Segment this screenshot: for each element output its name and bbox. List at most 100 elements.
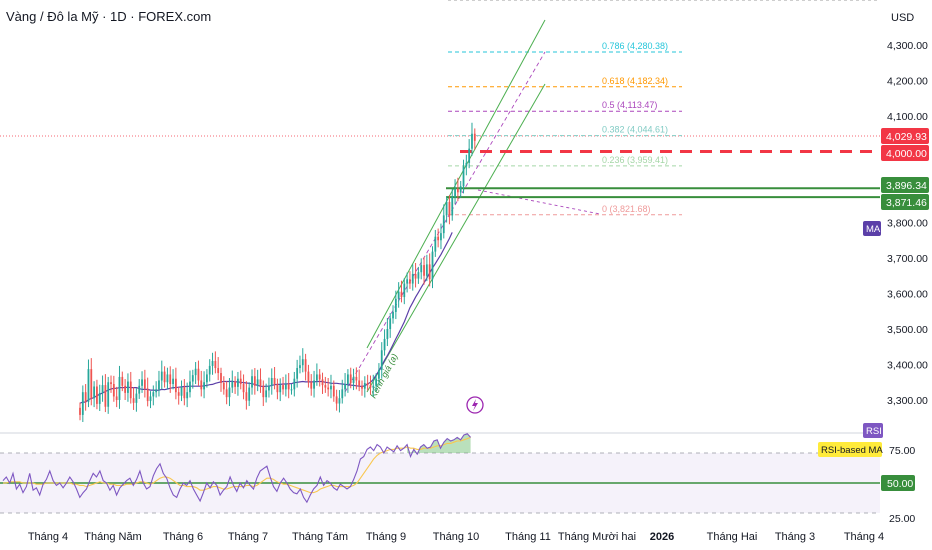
time-tick-label[interactable]: Tháng 3 xyxy=(775,531,815,543)
time-tick-label[interactable]: 2026 xyxy=(650,531,674,543)
price-tag xyxy=(881,194,929,210)
candle-body xyxy=(344,384,346,390)
rsi-badge[interactable] xyxy=(863,423,883,438)
lightning-glyph xyxy=(472,399,478,411)
candle-body xyxy=(355,376,358,381)
candle-body xyxy=(81,392,84,415)
candle-body xyxy=(90,369,93,399)
rsi-ma-line xyxy=(3,436,471,494)
rsi-tick-label: 75.00 xyxy=(889,445,915,457)
channel-label: Kênh giá (a) xyxy=(368,352,400,400)
candle-body xyxy=(397,291,400,299)
candle-body xyxy=(163,371,166,383)
candle-body xyxy=(279,385,282,393)
time-tick-label[interactable]: Tháng Tám xyxy=(292,531,348,543)
time-tick-label[interactable]: Tháng 9 xyxy=(366,531,406,543)
fibonacci-levels[interactable]: 0.786 (4,280.38) 0.618 (4,182.34) 0.5 (4,1… xyxy=(448,41,682,216)
fib-level-label: 0.618 (4,182.34) xyxy=(602,76,668,86)
candle-body xyxy=(369,385,372,388)
time-axis[interactable]: Tháng 4 Tháng Năm Tháng 6 Tháng 7 Tháng Tám T… xyxy=(28,531,884,543)
candle-body xyxy=(225,389,228,398)
candle-body xyxy=(442,215,445,234)
candle-body xyxy=(420,265,423,273)
candle-body xyxy=(217,368,220,374)
candle-body xyxy=(411,273,414,284)
moving-average xyxy=(79,232,453,404)
candlesticks xyxy=(79,122,476,423)
candle-body xyxy=(211,360,214,366)
candle-body xyxy=(228,387,231,398)
price-tick-label: 3,500.00 xyxy=(887,324,928,336)
candle-body xyxy=(124,385,127,393)
chart-extras[interactable]: MA RSI RSI-based MA xyxy=(466,221,883,457)
channel-lower-line xyxy=(366,83,546,393)
candle-body xyxy=(296,368,299,379)
candle-body xyxy=(389,318,392,329)
channel-median-line xyxy=(344,51,546,393)
candle-body xyxy=(468,148,471,163)
price-tick-label: 3,700.00 xyxy=(887,253,928,265)
candle-body xyxy=(141,379,143,386)
ma-badge[interactable] xyxy=(863,221,881,236)
candle-body xyxy=(237,378,239,387)
candle-body xyxy=(299,365,301,369)
candle-body xyxy=(375,378,377,386)
channel-upper-line xyxy=(366,19,546,349)
time-tick-label[interactable]: Tháng 4 xyxy=(28,531,68,543)
candle-body xyxy=(417,272,420,279)
candle-body xyxy=(189,381,191,393)
time-tick-label[interactable]: Tháng Năm xyxy=(84,531,141,543)
candle-body xyxy=(101,385,104,393)
candle-body xyxy=(253,376,256,386)
candle-body xyxy=(104,385,107,407)
fib-level-label: 0.5 (4,113.47) xyxy=(602,100,657,110)
candle-body xyxy=(132,398,135,403)
candle-body xyxy=(358,380,361,386)
candle-body xyxy=(262,385,265,398)
price-tick-label: 3,600.00 xyxy=(887,289,928,301)
candle-body xyxy=(206,374,208,383)
ma-line xyxy=(79,232,453,404)
candle-body xyxy=(234,381,236,387)
price-axis[interactable]: USD 4,300.00 4,200.00 4,100.00 3,800.00 3,700… xyxy=(881,12,929,525)
candle-body xyxy=(440,233,442,241)
candle-body xyxy=(152,392,155,397)
candle-body xyxy=(406,279,409,284)
candle-body xyxy=(473,133,476,141)
time-tick-label[interactable]: Tháng 7 xyxy=(228,531,268,543)
fib-level-label: 0 (3,821.68) xyxy=(602,204,651,214)
candle-body xyxy=(338,398,341,404)
candle-body xyxy=(425,264,428,276)
candle-body xyxy=(383,338,386,351)
candle-body xyxy=(400,291,403,298)
time-tick-label[interactable]: Tháng 11 xyxy=(505,531,551,543)
candle-body xyxy=(276,384,279,393)
candle-body xyxy=(214,360,217,369)
price-channel[interactable]: Kênh giá (a) xyxy=(344,19,601,400)
horizontal-levels[interactable] xyxy=(446,150,880,199)
ma-badge-label: MA xyxy=(866,224,881,235)
candle-body xyxy=(361,385,363,389)
candle-body xyxy=(459,186,462,193)
candle-body xyxy=(315,374,318,381)
candle-body xyxy=(372,385,375,388)
fib-level-label: 0.236 (3,959.41) xyxy=(602,155,668,165)
candle-body xyxy=(307,371,310,383)
time-tick-label[interactable]: Tháng 4 xyxy=(844,531,884,543)
rsi-ma-badge[interactable] xyxy=(818,442,882,457)
candle-body xyxy=(129,381,132,399)
price-tick-label: 3,800.00 xyxy=(887,218,928,230)
candle-body xyxy=(428,264,431,280)
time-tick-label[interactable]: Tháng 10 xyxy=(433,531,479,543)
candle-body xyxy=(265,390,268,398)
candle-body xyxy=(112,384,115,397)
time-tick-label[interactable]: Tháng Hai xyxy=(707,531,758,543)
candle-body xyxy=(251,376,253,388)
candle-body xyxy=(409,279,411,284)
fib-level-label: 0.382 (4,044.61) xyxy=(602,125,668,135)
time-tick-label[interactable]: Tháng 6 xyxy=(163,531,203,543)
time-tick-label[interactable]: Tháng Mười hai xyxy=(558,531,636,543)
candle-body xyxy=(431,251,434,280)
price-tag-label: 4,000.00 xyxy=(886,148,927,160)
